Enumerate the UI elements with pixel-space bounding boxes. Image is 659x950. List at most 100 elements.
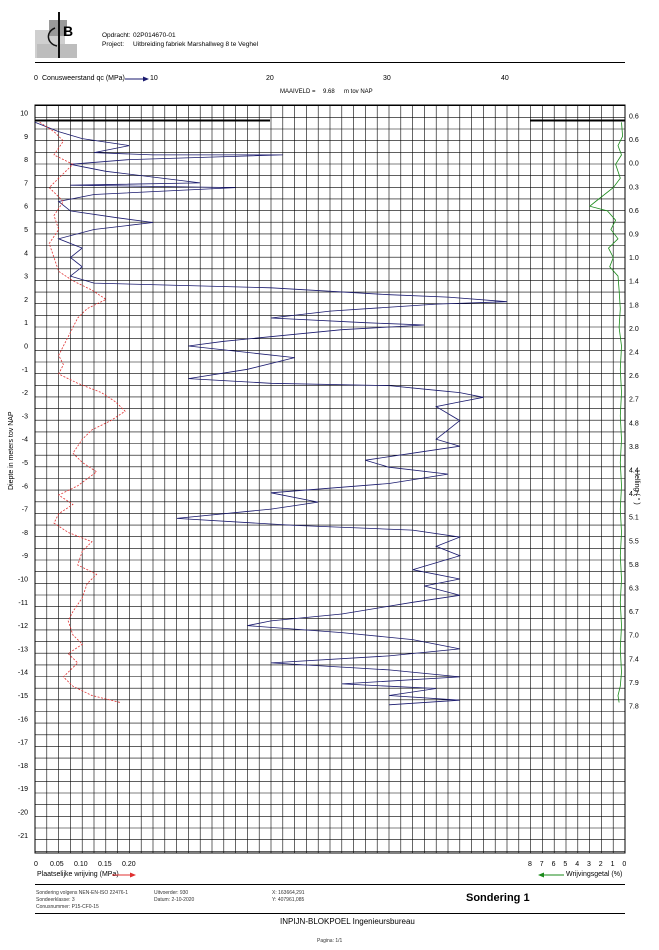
rf-tick: 2 [598,861,603,868]
top-axis-zero: 0 [34,75,38,82]
top-axis-tick-20: 20 [266,75,274,82]
helling-label: 4.7 [629,491,639,498]
y-tick-label: -1 [22,367,28,374]
y-tick-label: 4 [24,250,28,257]
helling-label: 0.9 [629,232,639,239]
rf-tick: 6 [551,861,556,868]
rf-tick: 8 [528,861,532,868]
rf-line [588,122,624,703]
y-tick-label: -13 [18,646,28,653]
opdracht-label: Opdracht: [102,32,131,39]
helling-label: 0.6 [629,208,639,215]
y-tick-label: -3 [22,413,28,420]
helling-label: 7.0 [629,633,639,640]
top-axis-tick-30: 30 [383,75,391,82]
helling-label: 5.1 [629,515,639,522]
footer-date: Datum: 2-10-2020 [154,897,195,903]
footer-standard: Sondering volgens NEN-EN-ISO 22476-1 [36,890,128,896]
y-tick-label: 8 [24,157,28,164]
y-tick-label: 1 [24,320,28,327]
helling-label: 7.8 [629,704,639,711]
helling-label: 5.5 [629,538,639,545]
footer-y: Y: 407961,085 [272,897,305,903]
helling-label: 4.8 [629,420,639,427]
sondering-title: Sondering 1 [466,892,530,904]
opdracht-value: 02P014670-01 [133,32,176,39]
helling-label: 2.4 [629,350,639,357]
page-number: Pagina: 1/1 [317,938,343,944]
fs-axis-label: Plaatselijke wrijving (MPa) [37,871,119,878]
y-tick-label: -8 [22,530,28,537]
top-axis-tick-10: 10 [150,75,158,82]
y-tick-label: -16 [18,716,28,723]
maaiveld-label: MAAIVELD = [280,89,316,95]
helling-label: 6.7 [629,609,639,616]
footer-x: X: 163664,291 [272,890,305,896]
helling-label: 3.8 [629,444,639,451]
footer-rule-2 [35,913,625,914]
y-tick-label: -5 [22,460,28,467]
footer-operator: Uitvoerder: 930 [154,890,189,896]
helling-label: 4.4 [629,468,639,475]
rf-axis-label: Wrijvingsgetal (%) [566,871,623,878]
footer-rule [35,884,625,885]
fs-tick-020: 0.20 [122,861,136,868]
rf-tick: 0 [622,861,627,868]
qc-line [34,121,508,706]
top-axis-tick-40: 40 [501,75,509,82]
helling-label: 6.3 [629,586,639,593]
y-tick-label: 10 [20,111,28,118]
company-name: INPIJN-BLOKPOEL Ingenieursbureau [280,917,415,926]
y-tick-label: -19 [18,786,28,793]
helling-label: 5.8 [629,562,639,569]
rf-tick: 5 [563,861,568,868]
svg-text:B: B [63,23,73,39]
helling-label: 1.8 [629,302,639,309]
top-axis-label: Conusweerstand qc (MPa) [42,75,125,82]
project-value: Uitbreiding fabriek Marshallweg 8 te Veg… [133,41,259,48]
fs-legend-arrow [112,872,136,878]
fs-tick-005: 0.05 [50,861,64,868]
y-tick-label: -15 [18,693,28,700]
helling-label: 0.6 [629,137,639,144]
maaiveld-value: 9.68 [323,89,335,95]
y-tick-label: 2 [24,297,28,304]
y-tick-label: 6 [24,204,28,211]
helling-label: 1.0 [629,255,639,262]
footer-class: Sondeerklasse: 3 [36,897,75,903]
y-tick-label: -12 [18,623,28,630]
helling-label: 0.3 [629,184,639,191]
y-tick-label: -14 [18,670,28,677]
helling-label: 0.6 [629,114,639,121]
project-label: Project: [102,41,125,48]
helling-label: 7.4 [629,656,639,663]
y-axis-label: Diepte in meters tov NAP [8,411,15,490]
y-tick-label: -18 [18,763,28,770]
rf-tick: 1 [610,861,615,868]
helling-label: 2.0 [629,326,639,333]
y-tick-label: -10 [18,577,28,584]
y-tick-label: 3 [24,274,28,281]
helling-label: 7.9 [629,680,639,687]
y-tick-label: -6 [22,483,28,490]
company-logo: B [35,12,77,58]
y-tick-label: -11 [18,600,28,607]
helling-label: 1.4 [629,279,639,286]
fs-tick-0: 0 [34,861,38,868]
fs-tick-010: 0.10 [74,861,88,868]
y-tick-label: -2 [22,390,28,397]
helling-label: 2.6 [629,373,639,380]
rf-tick: 3 [587,861,591,868]
y-tick-label: 7 [24,180,28,187]
rf-tick: 7 [539,861,544,868]
y-tick-label: 9 [24,134,28,141]
y-tick-label: -7 [22,507,28,514]
y-tick-label: -4 [22,437,28,444]
helling-label: 0.0 [629,161,639,168]
y-tick-label: -9 [22,553,28,560]
header-rule [35,62,625,63]
right-axis-label: Helling ( ° ) [633,470,640,505]
y-tick-label: 0 [24,344,28,351]
fs-tick-015: 0.15 [98,861,112,868]
